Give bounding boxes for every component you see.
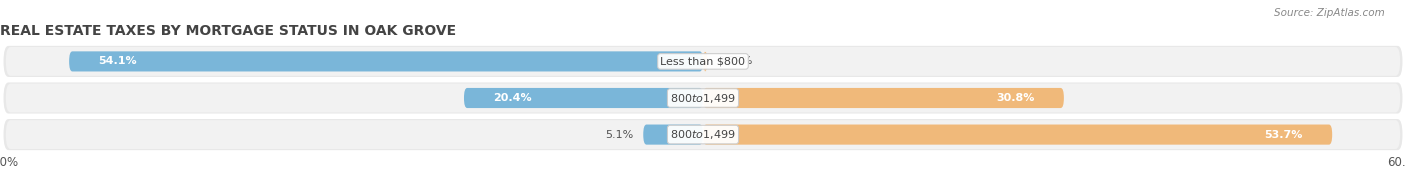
FancyBboxPatch shape: [703, 51, 707, 72]
FancyBboxPatch shape: [703, 88, 1064, 108]
FancyBboxPatch shape: [3, 83, 1403, 113]
FancyBboxPatch shape: [6, 47, 1400, 76]
FancyBboxPatch shape: [644, 124, 703, 145]
FancyBboxPatch shape: [703, 124, 1333, 145]
FancyBboxPatch shape: [6, 83, 1400, 113]
FancyBboxPatch shape: [6, 120, 1400, 149]
Text: 53.7%: 53.7%: [1264, 130, 1303, 140]
FancyBboxPatch shape: [3, 46, 1403, 77]
FancyBboxPatch shape: [69, 51, 703, 72]
Text: 30.8%: 30.8%: [997, 93, 1035, 103]
Text: 54.1%: 54.1%: [98, 56, 136, 66]
Text: 5.1%: 5.1%: [606, 130, 634, 140]
Text: Source: ZipAtlas.com: Source: ZipAtlas.com: [1274, 8, 1385, 18]
FancyBboxPatch shape: [464, 88, 703, 108]
Text: Less than $800: Less than $800: [661, 56, 745, 66]
FancyBboxPatch shape: [3, 119, 1403, 150]
Text: $800 to $1,499: $800 to $1,499: [671, 128, 735, 141]
Text: 0.39%: 0.39%: [717, 56, 752, 66]
Text: 20.4%: 20.4%: [494, 93, 531, 103]
Text: $800 to $1,499: $800 to $1,499: [671, 92, 735, 104]
Text: REAL ESTATE TAXES BY MORTGAGE STATUS IN OAK GROVE: REAL ESTATE TAXES BY MORTGAGE STATUS IN …: [0, 24, 456, 38]
